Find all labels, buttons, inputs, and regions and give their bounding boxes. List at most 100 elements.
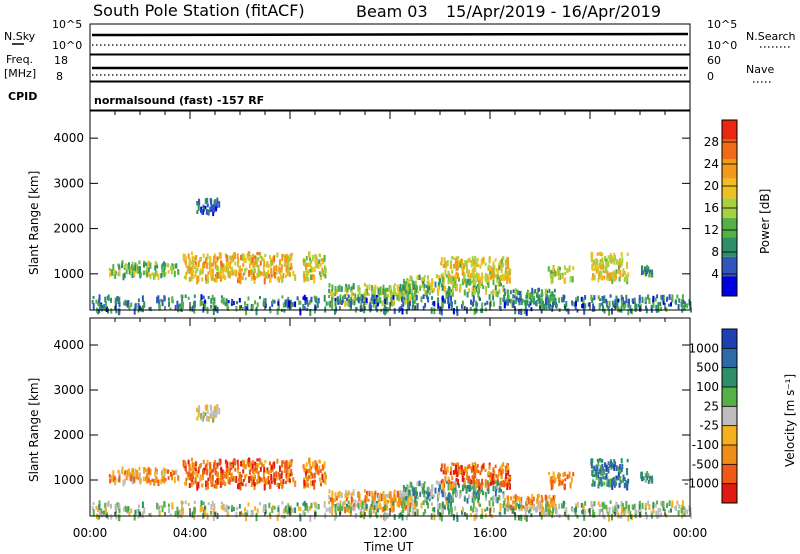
echo-cell <box>275 269 278 275</box>
echo-cell <box>371 500 374 505</box>
echo-cell <box>345 497 348 502</box>
echo-cell <box>131 261 134 265</box>
echo-cell <box>202 459 205 465</box>
echo-cell <box>452 276 455 281</box>
echo-cell <box>233 252 236 259</box>
echo-cell <box>471 256 474 260</box>
echo-cell <box>507 481 510 488</box>
echo-cell <box>677 510 680 516</box>
echo-cell <box>634 508 637 516</box>
echo-cell <box>520 496 523 504</box>
echo-cell <box>601 296 604 301</box>
echo-cell <box>619 274 622 278</box>
echo-cell <box>599 252 601 256</box>
echo-cell <box>240 461 243 467</box>
echo-cell <box>461 478 464 482</box>
echo-cell <box>207 276 209 284</box>
echo-cell <box>607 466 610 474</box>
echo-cell <box>323 501 326 508</box>
echo-cell <box>354 297 357 301</box>
echo-cell <box>576 295 579 302</box>
echo-cell <box>508 299 511 303</box>
echo-cell <box>466 280 469 286</box>
echo-cell <box>486 300 489 305</box>
echo-cell <box>399 283 402 289</box>
echo-cell <box>496 478 499 482</box>
echo-cell <box>163 479 166 484</box>
echo-cell <box>478 503 481 507</box>
echo-cell <box>283 308 286 313</box>
echo-cell <box>668 294 671 300</box>
echo-cell <box>286 463 289 467</box>
echo-cell <box>563 265 566 271</box>
echo-cell <box>608 258 611 262</box>
echo-cell <box>270 480 273 484</box>
echo-cell <box>224 265 227 273</box>
echo-cell <box>231 299 234 305</box>
echo-cell <box>238 273 241 277</box>
echo-cell <box>538 294 541 302</box>
echo-cell <box>455 464 457 472</box>
echo-cell <box>348 505 351 509</box>
echo-cell <box>572 265 575 271</box>
echo-cell <box>211 474 214 481</box>
echo-cell <box>617 306 620 313</box>
echo-cell <box>614 255 617 261</box>
echo-cell <box>398 294 400 302</box>
echo-cell <box>232 300 235 306</box>
echo-cell <box>420 277 423 282</box>
echo-cell <box>401 296 403 303</box>
echo-cell <box>118 507 121 514</box>
echo-cell <box>319 263 322 267</box>
echo-cell <box>288 478 291 482</box>
echo-cell <box>313 295 316 300</box>
echo-cell <box>220 260 223 268</box>
echo-cell <box>318 259 321 264</box>
echo-cell <box>244 277 247 281</box>
echo-cell <box>328 301 331 306</box>
echo-cell <box>613 481 616 488</box>
echo-cell <box>551 502 553 506</box>
echo-cell <box>583 308 586 315</box>
echo-cell <box>185 271 188 275</box>
echo-cell <box>499 274 502 279</box>
echo-cell <box>157 295 160 302</box>
echo-cell <box>603 514 606 520</box>
echo-cell <box>379 503 382 510</box>
echo-cell <box>374 490 377 495</box>
echo-cell <box>437 303 440 309</box>
echo-cell <box>441 491 444 497</box>
echo-cell <box>459 287 461 293</box>
echo-cell <box>386 506 389 511</box>
echo-cell <box>233 458 236 465</box>
echo-cell <box>304 296 307 302</box>
echo-cell <box>391 291 394 297</box>
echo-cell <box>171 469 174 473</box>
echo-cell <box>627 272 630 278</box>
echo-cell <box>494 491 497 497</box>
echo-cell <box>608 300 611 308</box>
echo-cell <box>346 505 349 512</box>
echo-cell <box>445 274 448 278</box>
echo-cell <box>344 287 347 293</box>
echo-cell <box>601 508 604 512</box>
echo-cell <box>411 511 414 516</box>
echo-cell <box>605 506 608 514</box>
echo-cell <box>307 478 310 482</box>
echo-cell <box>456 256 459 262</box>
echo-cell <box>287 468 290 475</box>
echo-cell <box>207 477 210 482</box>
echo-cell <box>410 495 413 502</box>
echo-cell <box>363 507 366 513</box>
echo-cell <box>493 477 496 481</box>
echo-cell <box>433 513 436 521</box>
echo-cell <box>308 468 310 474</box>
echo-cell <box>226 461 229 469</box>
echo-cell <box>520 504 523 512</box>
echo-cell <box>437 297 440 304</box>
echo-cell <box>469 466 472 470</box>
echo-cell <box>621 296 624 303</box>
echo-cell <box>639 304 642 312</box>
echo-cell <box>526 294 529 298</box>
echo-cell <box>153 272 156 280</box>
